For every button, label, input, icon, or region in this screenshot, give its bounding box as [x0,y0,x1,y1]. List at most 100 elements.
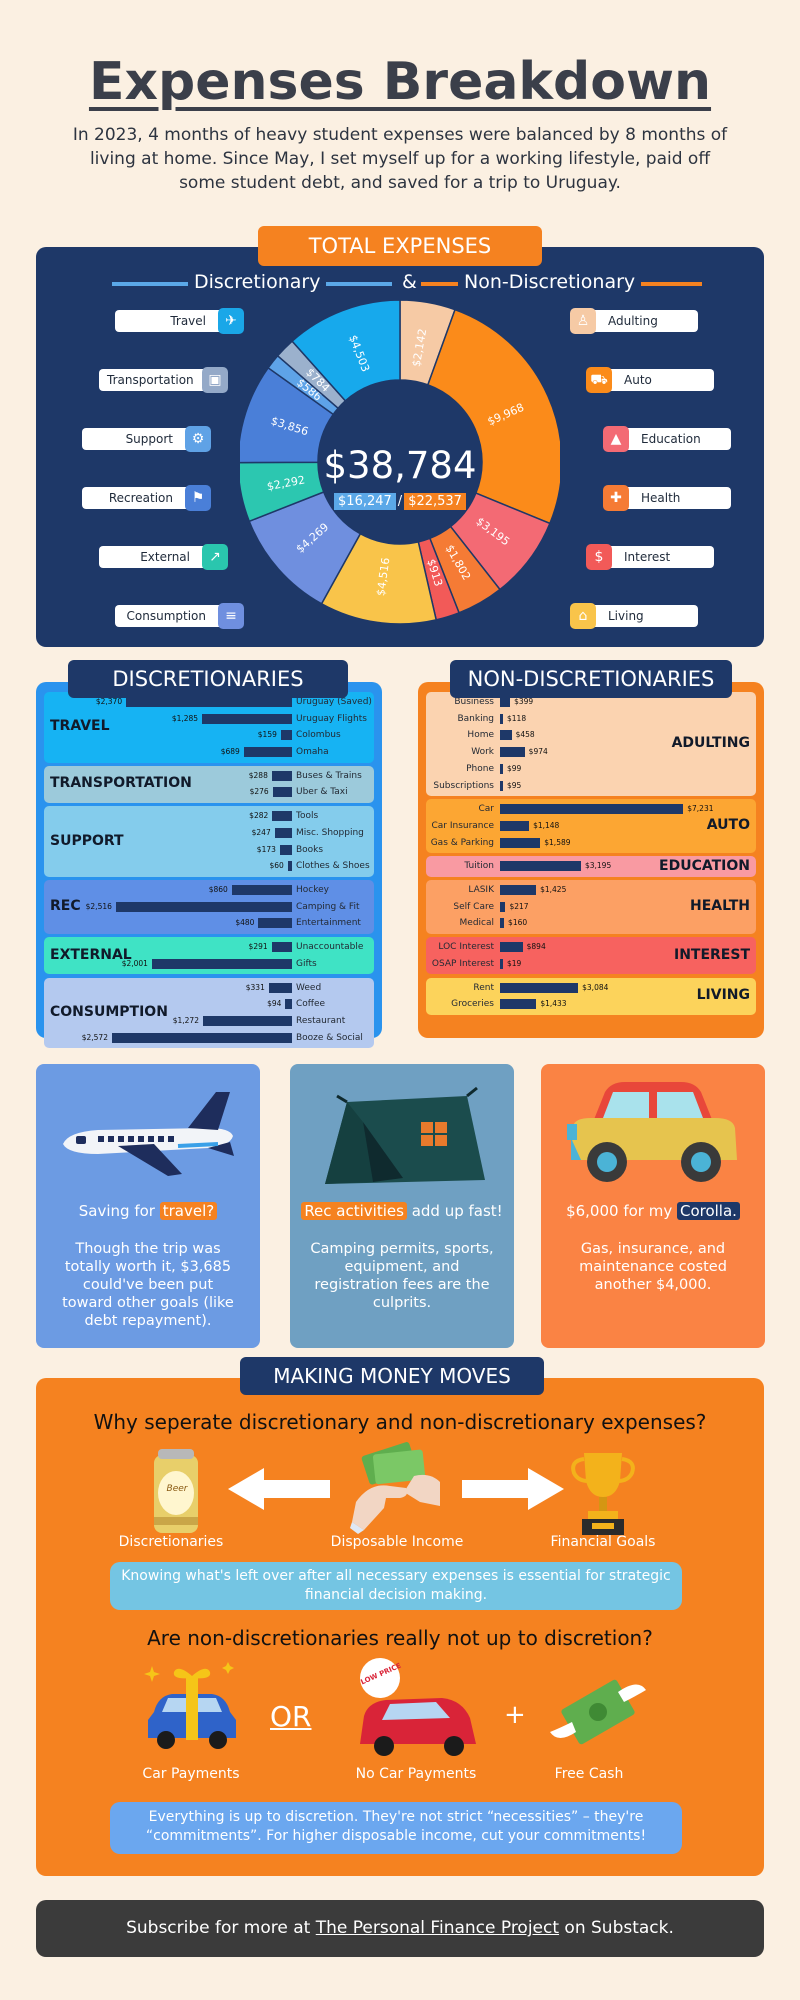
card-rec: Rec activities add up fast! Camping perm… [290,1064,514,1348]
bar [287,861,292,872]
group-name: ADULTING [671,735,750,752]
bar-value: $159 [257,730,277,740]
group-name: SUPPORT [50,832,124,849]
label-travel-text: Travel [170,314,206,328]
note-knowing: Knowing what's left over after all neces… [110,1562,682,1610]
bar [500,713,503,724]
car-illustration-icon [567,1082,737,1182]
bus-icon: ▣ [202,367,228,393]
bar-label: LASIK [468,885,494,895]
group-interest: INTEREST LOC Interest $894 OSAP Interest $19 [426,937,756,975]
bar [500,820,530,831]
bar-value: $276 [249,787,269,797]
question-one: Why seperate discretionary and non-discr… [93,1410,707,1434]
group-name: TRAVEL [50,718,110,735]
bar-label: Car Insurance [431,820,494,831]
disc-total: $16,247 [334,493,396,510]
label-health: ✚ Health [603,485,731,511]
legend-ampersand: & [398,271,421,293]
bar [202,1015,292,1026]
external-icon: ↗ [202,544,228,570]
bar-value: $2,370 [95,697,123,706]
label-support-text: Support [125,432,173,446]
airplane-icon [63,1092,234,1176]
bar [500,837,541,848]
label-education: ▲ Education [603,426,731,452]
bar [279,844,292,855]
bar-label: Camping & Fit [296,901,360,912]
note-everything: Everything is up to discretion. They're … [110,1802,682,1854]
group-name: AUTO [706,817,750,834]
bar-label: Medical [459,918,494,929]
right-arrow-icon [462,1468,564,1510]
total-slash: / [397,494,403,509]
bar-value: $974 [528,747,548,757]
bar-label: Tuition [464,861,494,872]
bar-value: $1,272 [172,1015,199,1025]
bar-label: Entertainment [296,918,361,929]
flow-financial-goals: Financial Goals [550,1534,656,1550]
bar-value: $480 [235,918,255,928]
group-name: HEALTH [690,898,750,915]
beer-label: Beer [166,1484,188,1494]
bar-value: $19 [507,958,522,968]
bar-value: $217 [509,901,529,911]
label-auto: ⛟ Auto [586,367,714,393]
bar-label: Tools [296,811,319,822]
bar [500,901,506,912]
nondisc-total: $22,537 [404,493,466,510]
bar [126,697,292,707]
bar-label: OSAP Interest [431,958,494,969]
bar-label: Unaccountable [296,942,364,953]
group-name: EDUCATION [659,857,750,874]
bar-value: $160 [508,918,528,928]
bar-label: Rent [473,982,494,993]
bar [243,747,292,758]
discretionaries-pill: DISCRETIONARIES [68,660,348,698]
donut-label-living: $4,516 [374,557,392,597]
card-rec-highlight: Rec activities [301,1202,407,1220]
bar [500,697,511,707]
bar [500,780,503,791]
bar-label: Gifts [296,958,317,969]
bar-label: Booze & Social [296,1032,363,1043]
bar-value: $399 [514,697,534,706]
bar [280,730,292,741]
gift-car-icon [144,1662,236,1749]
card-rec-heading: Rec activities add up fast! [290,1202,514,1220]
bar [500,918,505,929]
legend-discretionary: Discretionary [188,271,327,293]
bar-value: $2,516 [85,901,112,911]
bar-value: $331 [245,982,265,992]
group-education: EDUCATION Tuition $3,195 [426,856,756,877]
bar-label: Groceries [451,999,494,1010]
page-title: Expenses Breakdown [88,52,712,112]
footer-link[interactable]: The Personal Finance Project [315,1918,560,1938]
hockey-icon: ⚑ [185,485,211,511]
bar-value: $7,231 [687,804,714,814]
bar-label: Banking [457,713,494,724]
bar-value: $1,285 [171,713,199,723]
card-travel-body: Though the trip was totally worth it, $3… [62,1241,234,1329]
group-health: HEALTH LASIK $1,425 Self Care $217 Medical $16… [426,880,756,935]
group-name: EXTERNAL [50,946,132,963]
label-external: External ↗ [99,544,228,570]
bar [268,982,292,993]
bar-label: Work [471,747,494,758]
bar-value: $458 [515,730,535,740]
label-adulting-text: Adulting [608,314,658,328]
bar-label: Uber & Taxi [296,787,348,798]
card-travel-heading: Saving for travel? [36,1202,260,1220]
bar [231,885,292,895]
group-external: EXTERNAL Unaccountable $291 Gifts $2,001 [44,937,374,975]
label-support: Support ⚙ [82,426,211,452]
plane-icon: ✈ [218,308,244,334]
label-travel: Travel ✈ [115,308,244,334]
bar-label: Gas & Parking [430,837,494,848]
bar-label: Phone [466,763,494,774]
card-corolla: $6,000 for my Corolla. Gas, insurance, a… [541,1064,765,1348]
label-recreation-text: Recreation [108,491,173,505]
card-rec-body: Camping permits, sports, equipment, and … [310,1241,494,1311]
label-consumption-text: Consumption [126,609,206,623]
bar-value: $291 [248,942,268,952]
